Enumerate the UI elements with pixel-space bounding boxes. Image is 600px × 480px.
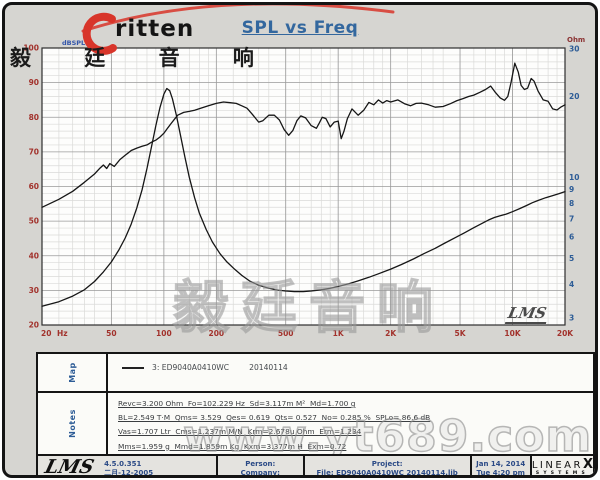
page-title: SPL vs Freq — [241, 18, 359, 38]
ohm-tick-label: 7 — [569, 215, 574, 224]
app-version-date: 二月-12-2005 — [104, 468, 154, 477]
report-time: Tue 4:20 pm — [476, 468, 525, 477]
spl-tick-label: 40 — [29, 251, 39, 260]
brand-logo-chinese: 毅 廷 音 响 — [10, 46, 277, 70]
freq-tick-label: 50 — [106, 329, 116, 338]
curve-spl — [41, 62, 566, 208]
right-axis-title: Ohm — [567, 36, 585, 44]
parameter-line: Revc=3.200 Ohm Fo=102.229 Hz Sd=3.117m M… — [118, 399, 356, 408]
app-version: 4.5.0.351 — [104, 459, 142, 468]
company-label: Company: — [240, 468, 280, 477]
freq-axis-unit: Hz — [57, 329, 68, 338]
legend-curve-date: 20140114 — [249, 363, 288, 372]
status-bar: LMS 4.5.0.351 二月-12-2005 Person: Company… — [36, 454, 595, 477]
version-cell: LMS 4.5.0.351 二月-12-2005 — [38, 456, 218, 477]
ohm-tick-label: 6 — [569, 233, 574, 242]
lms-logo-bar: LMS — [41, 456, 99, 475]
notes-section: Notes Revc=3.200 Ohm Fo=102.229 Hz Sd=3.… — [36, 391, 595, 456]
ohm-tick-label: 30 — [569, 45, 579, 54]
driver-parameters: Revc=3.200 Ohm Fo=102.229 Hz Sd=3.117m M… — [108, 393, 430, 454]
freq-tick-label: 1K — [333, 329, 345, 338]
ohm-tick-label: 10 — [569, 173, 579, 182]
legend-row: 3: ED9040A0410WC 20140114 — [108, 354, 288, 391]
spl-tick-label: 100 — [23, 44, 39, 53]
freq-tick-label: 20 — [41, 329, 51, 338]
brand-systems: SYSTEMS — [535, 471, 589, 476]
map-section: Map 3: ED9040A0410WC 20140114 — [36, 352, 595, 393]
freq-tick-label: 10K — [504, 329, 521, 338]
brand-linear: LINEAR — [531, 460, 583, 471]
spl-tick-label: 70 — [29, 147, 39, 156]
ohm-tick-label: 5 — [569, 254, 574, 263]
left-axis-title: dBSPL — [62, 39, 85, 47]
project-label: Project: — [371, 459, 403, 468]
lms-logo-chart: LMS — [504, 304, 551, 324]
linearx-logo: LINEARX SYSTEMS — [531, 456, 593, 476]
spl-tick-label: 60 — [29, 182, 39, 191]
person-cell: Person: Company: — [218, 456, 305, 477]
parameter-line: Mms=1.959 g Mmd=1.859m Kg Kxm=3.377m H E… — [118, 441, 347, 451]
ohm-tick-label: 9 — [569, 185, 574, 194]
freq-tick-label: 100 — [156, 329, 172, 338]
freq-tick-label: 2K — [385, 329, 397, 338]
plot-border — [41, 47, 566, 326]
project-cell: Project: File: ED9040A0410WC 20140114.li… — [305, 456, 472, 477]
brand-x: X — [582, 457, 593, 472]
freq-tick-label: 20K — [557, 329, 574, 338]
freq-tick-label: 500 — [278, 329, 294, 338]
datetime-cell: Jan 14, 2014 Tue 4:20 pm — [472, 456, 532, 477]
spl-tick-label: 50 — [29, 217, 39, 226]
file-name: File: ED9040A0410WC 20140114.lib — [316, 468, 458, 477]
spl-vs-freq-chart: 100 90 80 70 60 50 40 30 20 30 20 10 9 8 7 6 5 4 3 20 50 100 2… — [23, 36, 585, 338]
legend-curve-sample — [122, 367, 144, 369]
map-section-label: Map — [38, 354, 108, 391]
report-date: Jan 14, 2014 — [476, 459, 526, 468]
legend-curve-id: 3: ED9040A0410WC — [152, 363, 230, 372]
parameter-line: BL=2.549 T·M Qms= 3.529 Qes= 0.619 Qts= … — [118, 413, 431, 423]
ohm-tick-label: 20 — [569, 92, 579, 101]
spl-tick-label: 80 — [29, 113, 39, 122]
ohm-tick-label: 3 — [569, 314, 574, 323]
spl-tick-label: 90 — [29, 78, 39, 87]
freq-tick-label: 200 — [209, 329, 225, 338]
ohm-tick-label: 4 — [569, 280, 574, 289]
spl-tick-label: 30 — [29, 286, 39, 295]
ohm-tick-label: 8 — [569, 199, 574, 208]
spl-tick-label: 20 — [29, 321, 39, 330]
person-label: Person: — [245, 459, 276, 468]
parameter-line: Vas=1.707 Ltr Cms=1.237m M/N Krm=2.678u … — [118, 427, 362, 437]
notes-section-label: Notes — [38, 393, 108, 454]
curve-impedance — [41, 87, 566, 307]
brand-logo-text: ritten — [115, 16, 195, 42]
freq-tick-label: 5K — [455, 329, 467, 338]
